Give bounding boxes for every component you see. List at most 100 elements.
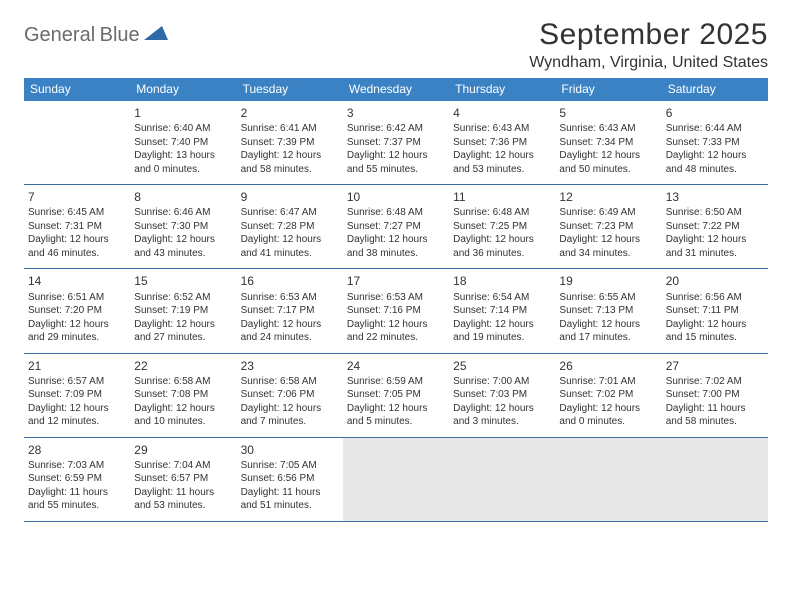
- sunrise-line: Sunrise: 6:43 AM: [453, 122, 551, 136]
- calendar-cell: 14Sunrise: 6:51 AMSunset: 7:20 PMDayligh…: [24, 269, 130, 352]
- sunset-line: Sunset: 7:09 PM: [28, 388, 126, 402]
- day-number: 23: [241, 358, 339, 374]
- day-header: Monday: [130, 78, 236, 101]
- calendar-cell: 21Sunrise: 6:57 AMSunset: 7:09 PMDayligh…: [24, 354, 130, 437]
- day-number: 8: [134, 189, 232, 205]
- calendar-cell: 25Sunrise: 7:00 AMSunset: 7:03 PMDayligh…: [449, 354, 555, 437]
- daylight-line: Daylight: 12 hours and 58 minutes.: [241, 149, 339, 176]
- calendar-cell: 29Sunrise: 7:04 AMSunset: 6:57 PMDayligh…: [130, 438, 236, 521]
- calendar-cell: 8Sunrise: 6:46 AMSunset: 7:30 PMDaylight…: [130, 185, 236, 268]
- day-number: 30: [241, 442, 339, 458]
- day-header: Saturday: [662, 78, 768, 101]
- daylight-line: Daylight: 12 hours and 27 minutes.: [134, 318, 232, 345]
- calendar-cell: 17Sunrise: 6:53 AMSunset: 7:16 PMDayligh…: [343, 269, 449, 352]
- day-number: 21: [28, 358, 126, 374]
- day-number: 4: [453, 105, 551, 121]
- calendar-cell: 1Sunrise: 6:40 AMSunset: 7:40 PMDaylight…: [130, 101, 236, 184]
- sunrise-line: Sunrise: 6:58 AM: [241, 375, 339, 389]
- calendar-week: 14Sunrise: 6:51 AMSunset: 7:20 PMDayligh…: [24, 269, 768, 353]
- sunset-line: Sunset: 7:02 PM: [559, 388, 657, 402]
- day-number: 3: [347, 105, 445, 121]
- logo-word1: General: [24, 24, 95, 46]
- calendar-cell: 13Sunrise: 6:50 AMSunset: 7:22 PMDayligh…: [662, 185, 768, 268]
- daylight-line: Daylight: 11 hours and 51 minutes.: [241, 486, 339, 513]
- sunset-line: Sunset: 7:11 PM: [666, 304, 764, 318]
- day-number: 27: [666, 358, 764, 374]
- calendar-cell: 20Sunrise: 6:56 AMSunset: 7:11 PMDayligh…: [662, 269, 768, 352]
- daylight-line: Daylight: 12 hours and 29 minutes.: [28, 318, 126, 345]
- day-number: 14: [28, 273, 126, 289]
- daylight-line: Daylight: 13 hours and 0 minutes.: [134, 149, 232, 176]
- sunset-line: Sunset: 7:40 PM: [134, 136, 232, 150]
- day-number: 15: [134, 273, 232, 289]
- day-number: 12: [559, 189, 657, 205]
- calendar-cell: 10Sunrise: 6:48 AMSunset: 7:27 PMDayligh…: [343, 185, 449, 268]
- calendar-cell-empty: [449, 438, 555, 521]
- sunrise-line: Sunrise: 6:57 AM: [28, 375, 126, 389]
- day-number: 10: [347, 189, 445, 205]
- day-number: 22: [134, 358, 232, 374]
- day-number: 17: [347, 273, 445, 289]
- sunset-line: Sunset: 7:30 PM: [134, 220, 232, 234]
- day-number: 1: [134, 105, 232, 121]
- sunset-line: Sunset: 7:22 PM: [666, 220, 764, 234]
- calendar-cell: 5Sunrise: 6:43 AMSunset: 7:34 PMDaylight…: [555, 101, 661, 184]
- day-headers-row: SundayMondayTuesdayWednesdayThursdayFrid…: [24, 78, 768, 101]
- calendar-cell: 27Sunrise: 7:02 AMSunset: 7:00 PMDayligh…: [662, 354, 768, 437]
- daylight-line: Daylight: 12 hours and 34 minutes.: [559, 233, 657, 260]
- sunset-line: Sunset: 7:08 PM: [134, 388, 232, 402]
- daylight-line: Daylight: 11 hours and 55 minutes.: [28, 486, 126, 513]
- daylight-line: Daylight: 12 hours and 31 minutes.: [666, 233, 764, 260]
- daylight-line: Daylight: 12 hours and 3 minutes.: [453, 402, 551, 429]
- sunset-line: Sunset: 7:00 PM: [666, 388, 764, 402]
- calendar-cell: 24Sunrise: 6:59 AMSunset: 7:05 PMDayligh…: [343, 354, 449, 437]
- sunrise-line: Sunrise: 6:48 AM: [347, 206, 445, 220]
- day-number: 20: [666, 273, 764, 289]
- sunset-line: Sunset: 7:37 PM: [347, 136, 445, 150]
- calendar-week: 7Sunrise: 6:45 AMSunset: 7:31 PMDaylight…: [24, 185, 768, 269]
- calendar-cell: 28Sunrise: 7:03 AMSunset: 6:59 PMDayligh…: [24, 438, 130, 521]
- day-number: 28: [28, 442, 126, 458]
- calendar-cell: 11Sunrise: 6:48 AMSunset: 7:25 PMDayligh…: [449, 185, 555, 268]
- triangle-icon: [144, 24, 168, 47]
- calendar-cell: 9Sunrise: 6:47 AMSunset: 7:28 PMDaylight…: [237, 185, 343, 268]
- calendar-cell: 19Sunrise: 6:55 AMSunset: 7:13 PMDayligh…: [555, 269, 661, 352]
- day-number: 6: [666, 105, 764, 121]
- day-number: 25: [453, 358, 551, 374]
- day-header: Friday: [555, 78, 661, 101]
- day-number: 9: [241, 189, 339, 205]
- daylight-line: Daylight: 12 hours and 50 minutes.: [559, 149, 657, 176]
- sunset-line: Sunset: 7:06 PM: [241, 388, 339, 402]
- daylight-line: Daylight: 12 hours and 22 minutes.: [347, 318, 445, 345]
- sunset-line: Sunset: 7:27 PM: [347, 220, 445, 234]
- daylight-line: Daylight: 12 hours and 5 minutes.: [347, 402, 445, 429]
- daylight-line: Daylight: 12 hours and 12 minutes.: [28, 402, 126, 429]
- sunrise-line: Sunrise: 6:53 AM: [347, 291, 445, 305]
- sunset-line: Sunset: 7:19 PM: [134, 304, 232, 318]
- sunset-line: Sunset: 7:17 PM: [241, 304, 339, 318]
- sunrise-line: Sunrise: 7:02 AM: [666, 375, 764, 389]
- calendar-cell-empty: [555, 438, 661, 521]
- sunrise-line: Sunrise: 7:03 AM: [28, 459, 126, 473]
- day-number: 24: [347, 358, 445, 374]
- daylight-line: Daylight: 12 hours and 24 minutes.: [241, 318, 339, 345]
- calendar-cell: 2Sunrise: 6:41 AMSunset: 7:39 PMDaylight…: [237, 101, 343, 184]
- calendar-week: 21Sunrise: 6:57 AMSunset: 7:09 PMDayligh…: [24, 354, 768, 438]
- sunrise-line: Sunrise: 6:51 AM: [28, 291, 126, 305]
- calendar-cell-empty: [24, 101, 130, 184]
- daylight-line: Daylight: 11 hours and 53 minutes.: [134, 486, 232, 513]
- daylight-line: Daylight: 12 hours and 55 minutes.: [347, 149, 445, 176]
- sunrise-line: Sunrise: 6:42 AM: [347, 122, 445, 136]
- sunset-line: Sunset: 6:57 PM: [134, 472, 232, 486]
- sunrise-line: Sunrise: 7:04 AM: [134, 459, 232, 473]
- sunrise-line: Sunrise: 6:59 AM: [347, 375, 445, 389]
- sunrise-line: Sunrise: 6:46 AM: [134, 206, 232, 220]
- sunset-line: Sunset: 7:34 PM: [559, 136, 657, 150]
- calendar-cell: 7Sunrise: 6:45 AMSunset: 7:31 PMDaylight…: [24, 185, 130, 268]
- calendar-cell: 4Sunrise: 6:43 AMSunset: 7:36 PMDaylight…: [449, 101, 555, 184]
- sunset-line: Sunset: 7:05 PM: [347, 388, 445, 402]
- daylight-line: Daylight: 12 hours and 15 minutes.: [666, 318, 764, 345]
- title-block: September 2025 Wyndham, Virginia, United…: [529, 18, 768, 72]
- sunrise-line: Sunrise: 6:48 AM: [453, 206, 551, 220]
- location-subtitle: Wyndham, Virginia, United States: [529, 54, 768, 72]
